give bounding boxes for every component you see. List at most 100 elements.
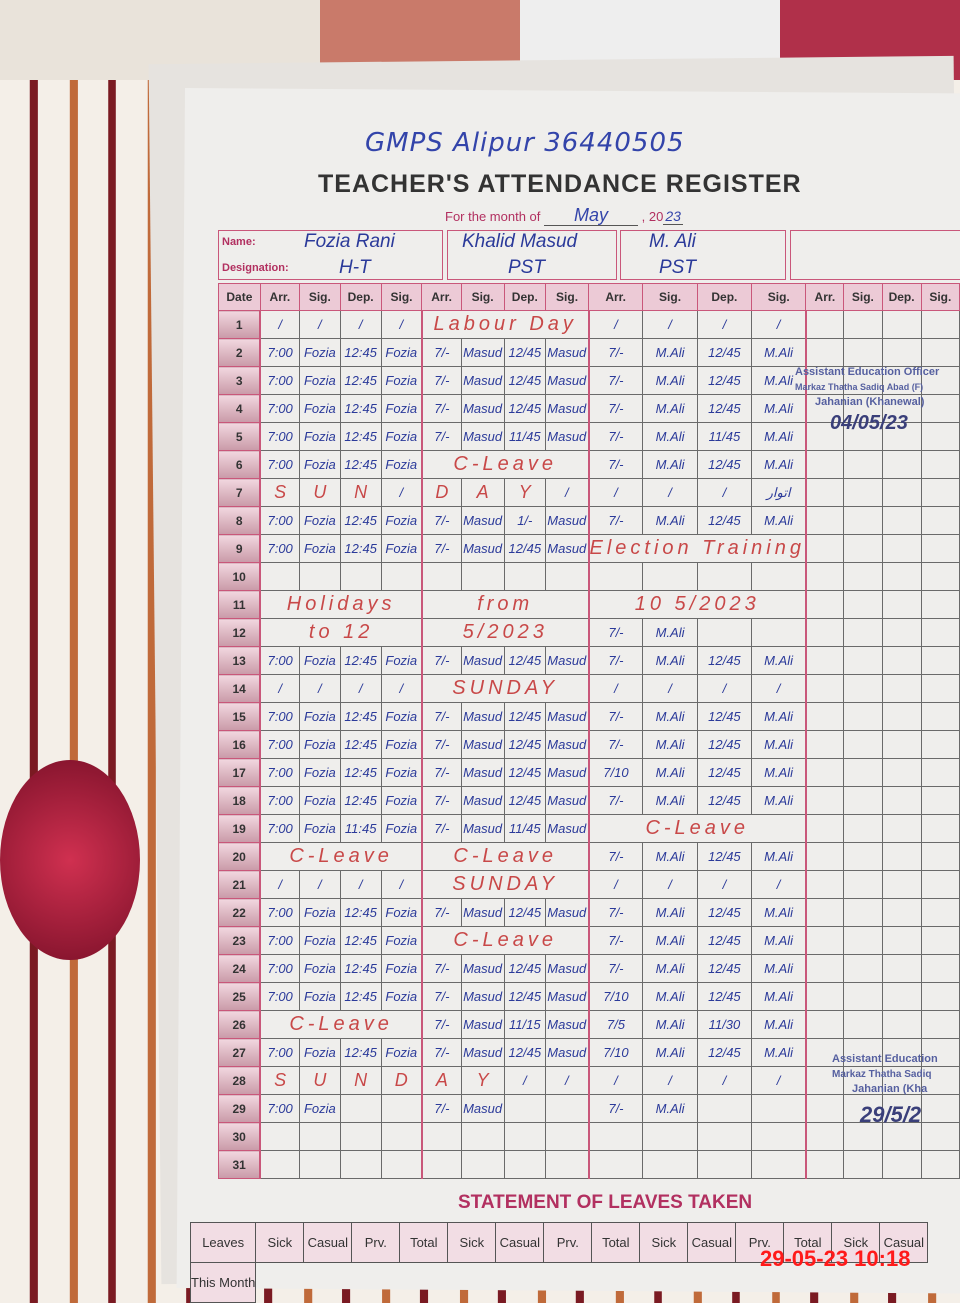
empty-cell — [843, 674, 883, 703]
attendance-cell: M.Ali — [642, 646, 698, 675]
empty-cell — [804, 730, 845, 759]
table-row: 12 to 12 5/2023 7/- M.Ali — [218, 618, 960, 647]
empty-cell — [804, 1010, 845, 1039]
table-row: 8 7:00 Fozia 12:45 Fozia 7/- Masud 1/- Masud 7/- M… — [218, 506, 960, 535]
attendance-cell: / — [545, 1066, 589, 1095]
attendance-cell: Fozia — [298, 730, 341, 759]
attendance-cell — [259, 562, 300, 591]
stamp-line: Assistant Education — [832, 1053, 938, 1065]
empty-cell — [881, 1094, 922, 1123]
attendance-table: Date Arr. Sig. Dep. Sig. Arr. Sig. Dep. Sig. Arr.… — [218, 283, 960, 1179]
attendance-cell: Fozia — [298, 366, 341, 395]
table-row: 9 7:00 Fozia 12:45 Fozia 7/- Masud 12/45 Masud El… — [218, 534, 960, 563]
table-row: 19 7:00 Fozia 11:45 Fozia 7/- Masud 11/45 Masud C… — [218, 814, 960, 843]
teacher-3-box: M. Ali PST — [620, 230, 786, 280]
attendance-cell: 12/45 — [696, 786, 753, 815]
attendance-cell: 7/- — [587, 646, 644, 675]
attendance-cell: / — [642, 870, 698, 899]
table-row: 23 7:00 Fozia 12:45 Fozia C-Leave 7/- M.Ali 12/4… — [218, 926, 960, 955]
leaves-header-cell: Casual — [495, 1222, 545, 1263]
remark-cell: Election Training — [587, 534, 807, 563]
empty-cell — [804, 310, 845, 339]
attendance-cell: Fozia — [298, 1094, 341, 1123]
attendance-cell: 11/30 — [696, 1010, 753, 1039]
attendance-cell: Masud — [545, 338, 589, 367]
attendance-cell: 12/45 — [503, 1038, 547, 1067]
attendance-cell: 7/- — [587, 366, 644, 395]
table-row: 7 S U N / D A Y / / / / اتوار — [218, 478, 960, 507]
attendance-cell: Masud — [545, 702, 589, 731]
empty-cell — [920, 674, 960, 703]
attendance-cell: Masud — [460, 814, 505, 843]
attendance-cell — [460, 1122, 505, 1151]
attendance-cell: Masud — [460, 366, 505, 395]
leaves-header-cell: Prv. — [543, 1222, 593, 1263]
leaves-header-cell: Sick — [831, 1222, 881, 1263]
leaves-header-cell: Leaves — [189, 1222, 257, 1263]
empty-cell — [843, 646, 883, 675]
attendance-cell: M.Ali — [751, 646, 807, 675]
attendance-cell: 7/- — [420, 786, 462, 815]
attendance-cell: 12/45 — [696, 842, 753, 871]
empty-cell — [843, 506, 883, 535]
attendance-cell — [339, 1122, 382, 1151]
attendance-cell: 7/- — [420, 394, 462, 423]
empty-cell — [920, 730, 960, 759]
leaves-header-row: Leaves Sick Casual Prv. Total Sick Casual Prv. T… — [189, 1222, 929, 1263]
attendance-cell: M.Ali — [642, 842, 698, 871]
empty-cell — [804, 450, 845, 479]
attendance-cell: 7:00 — [259, 702, 300, 731]
empty-cell — [881, 674, 922, 703]
date-cell: 20 — [218, 842, 261, 871]
attendance-cell — [642, 1150, 698, 1179]
attendance-cell: M.Ali — [751, 338, 807, 367]
attendance-cell: 11/45 — [696, 422, 753, 451]
empty-cell — [920, 814, 960, 843]
table-row: 15 7:00 Fozia 12:45 Fozia 7/- Masud 12/45 Masud 7… — [218, 702, 960, 731]
date-cell: 30 — [218, 1122, 261, 1151]
attendance-cell: 12:45 — [339, 366, 382, 395]
statement-title: STATEMENT OF LEAVES TAKEN — [458, 1192, 753, 1213]
attendance-cell — [339, 562, 382, 591]
designation-label: Designation: — [222, 262, 289, 274]
table-row: 1// / / Labour Day / / / / — [218, 310, 960, 339]
attendance-cell: 12/45 — [696, 394, 753, 423]
school-name: GMPS Alipur 36440505 — [365, 128, 685, 158]
attendance-cell: 7:00 — [259, 1038, 300, 1067]
attendance-cell: / — [751, 1066, 807, 1095]
empty-cell — [920, 478, 960, 507]
attendance-cell: M.Ali — [751, 450, 807, 479]
attendance-cell: M.Ali — [642, 786, 698, 815]
empty-cell — [920, 926, 960, 955]
teacher-3-name: M. Ali — [649, 231, 696, 252]
attendance-cell: / — [545, 478, 589, 507]
empty-cell — [804, 786, 845, 815]
attendance-cell: / — [339, 674, 382, 703]
table-row: 18 7:00 Fozia 12:45 Fozia 7/- Masud 12/45 Masud 7… — [218, 786, 960, 815]
empty-cell — [843, 618, 883, 647]
remark-cell: C-Leave — [259, 842, 423, 871]
attendance-cell: 12/45 — [696, 450, 753, 479]
table-row: 10 — [218, 562, 960, 591]
attendance-cell: M.Ali — [751, 506, 807, 535]
teacher-2-box: Khalid Masud PST — [447, 230, 617, 280]
attendance-cell: / — [380, 674, 423, 703]
attendance-cell: 7:00 — [259, 982, 300, 1011]
attendance-cell — [696, 1094, 753, 1123]
attendance-cell: / — [259, 674, 300, 703]
attendance-cell: 7:00 — [259, 954, 300, 983]
attendance-cell: M.Ali — [642, 758, 698, 787]
empty-cell — [843, 842, 883, 871]
attendance-cell: Fozia — [380, 450, 423, 479]
attendance-cell: Masud — [460, 730, 505, 759]
name-label: Name: — [222, 236, 256, 248]
column-header-dep: Dep. — [339, 283, 382, 311]
column-header-sig: Sig. — [380, 283, 423, 311]
empty-cell — [843, 450, 883, 479]
empty-cell — [804, 338, 845, 367]
attendance-cell — [380, 562, 423, 591]
attendance-cell: Masud — [545, 954, 589, 983]
attendance-cell: Fozia — [380, 730, 423, 759]
attendance-cell — [587, 1150, 644, 1179]
table-row: 31 — [218, 1150, 960, 1179]
